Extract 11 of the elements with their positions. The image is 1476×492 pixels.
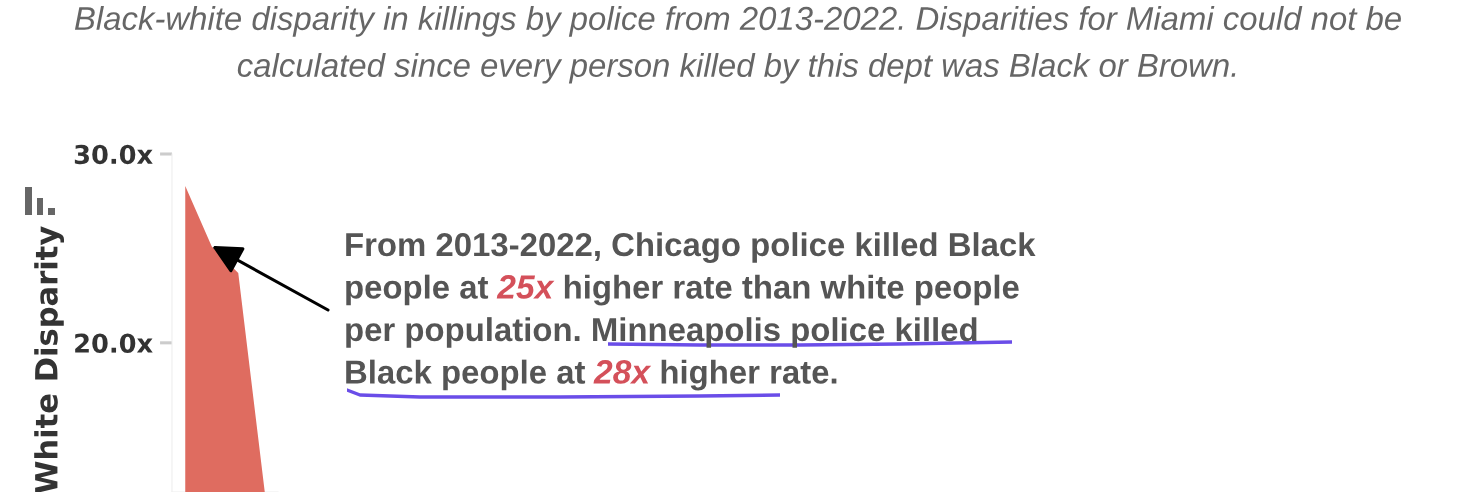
text: 25x (496, 275, 555, 299)
text: people at (346, 274, 489, 306)
text: Black-white disparity in killings by police from 2013-2022. Disparities for Miami could not be calculated since every person killed by this dept was Black or Brown. (74, 6, 1401, 84)
text: higher rate. (661, 359, 837, 391)
text: From 2013-2022, Chicago police killed Black (346, 232, 1036, 263)
y-tick-label: 20.0x (75, 333, 153, 353)
text: Black people at (346, 359, 586, 391)
text: per population. Minneapolis police killed (346, 317, 977, 348)
text: 28x (593, 360, 652, 384)
y-tick-label: 30.0x (74, 144, 153, 165)
text: higher rate than white people (564, 274, 1019, 306)
